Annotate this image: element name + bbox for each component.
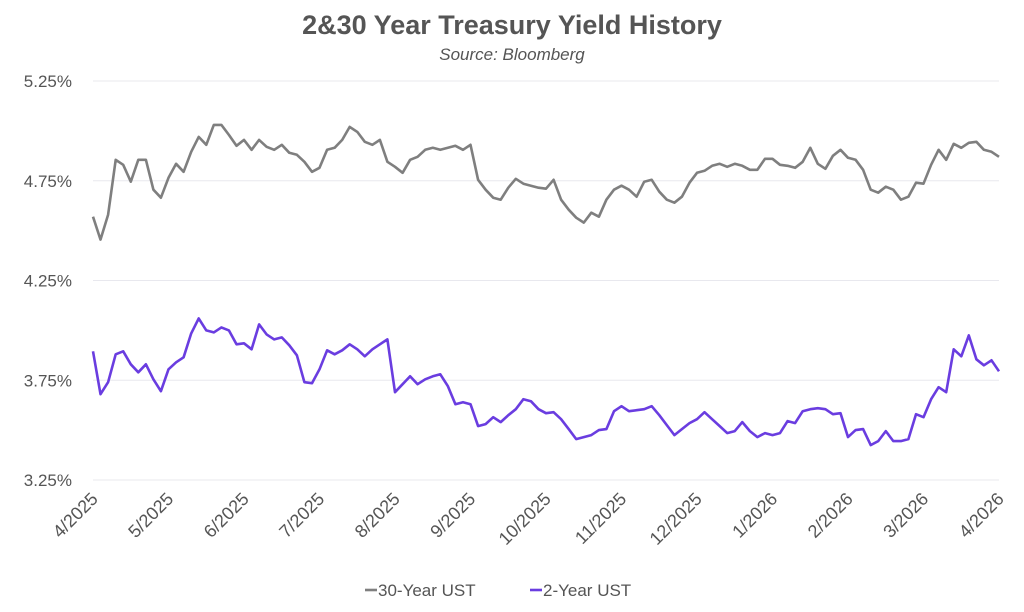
x-tick-label: 9/2025 xyxy=(426,489,479,542)
x-tick-label: 6/2025 xyxy=(200,489,253,542)
legend-label: 30-Year UST xyxy=(378,581,476,600)
legend-label: 2-Year UST xyxy=(543,581,631,600)
legend: 30-Year UST 2-Year UST xyxy=(365,581,631,600)
x-tick-label: 7/2025 xyxy=(275,489,328,542)
y-tick-label: 4.75% xyxy=(24,172,72,191)
gridlines xyxy=(93,80,999,481)
x-tick-label: 1/2026 xyxy=(728,489,781,542)
x-tick-label: 4/2026 xyxy=(955,489,1008,542)
x-tick-label: 8/2025 xyxy=(351,489,404,542)
y-tick-label: 5.25% xyxy=(24,72,72,91)
x-tick-label: 10/2025 xyxy=(495,489,555,549)
x-tick-label: 12/2025 xyxy=(646,489,706,549)
y-tick-label: 3.75% xyxy=(24,371,72,390)
x-tick-label: 5/2025 xyxy=(124,489,177,542)
x-axis-ticks: 4/2025 5/2025 6/2025 7/2025 8/2025 9/2025 10/2… xyxy=(49,489,1008,549)
y-tick-label: 4.25% xyxy=(24,272,72,291)
x-tick-label: 11/2025 xyxy=(571,489,630,548)
x-tick-label: 3/2026 xyxy=(879,489,932,542)
series-line-2-year xyxy=(91,317,1001,447)
y-axis-ticks: 3.25% 3.75% 4.25% 4.75% 5.25% xyxy=(24,72,72,490)
series-lines xyxy=(91,123,1001,447)
y-tick-label: 3.25% xyxy=(24,471,72,490)
chart-title: 2&30 Year Treasury Yield History xyxy=(302,10,722,40)
series-line-30-year xyxy=(91,123,1000,241)
x-tick-label: 2/2026 xyxy=(804,489,857,542)
chart-subtitle: Source: Bloomberg xyxy=(439,45,585,64)
x-tick-label: 4/2025 xyxy=(49,489,102,542)
